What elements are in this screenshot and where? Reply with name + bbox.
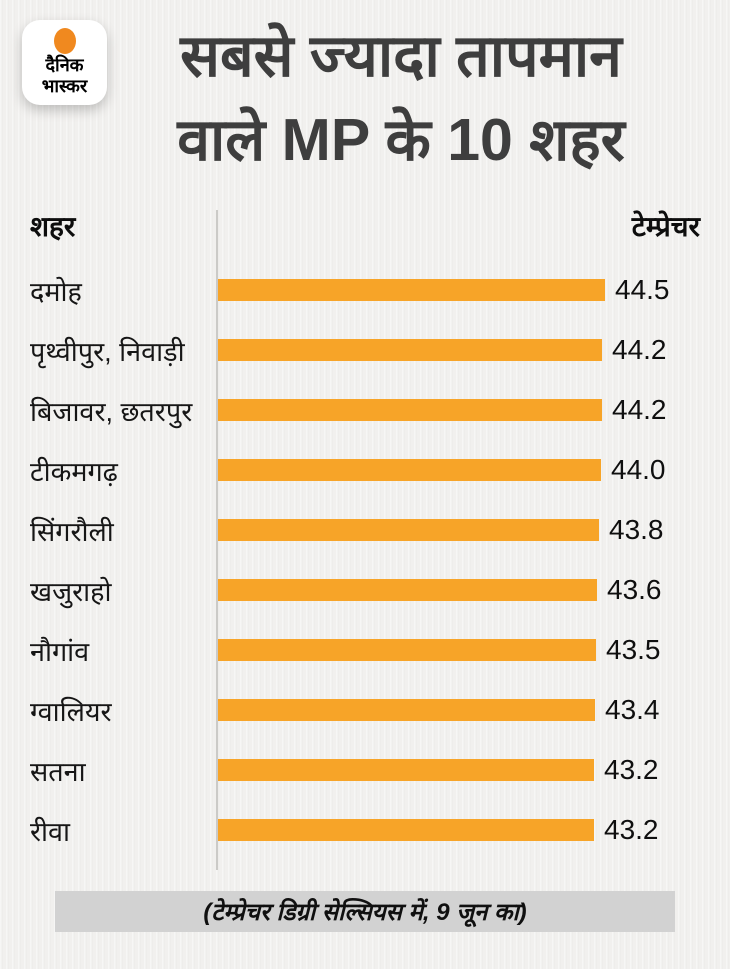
chart-row: बिजावर, छतरपुर 44.2 xyxy=(0,380,730,440)
temperature-value: 44.0 xyxy=(611,454,666,485)
logo-sun-icon xyxy=(53,28,76,54)
temperature-bar xyxy=(218,339,602,361)
chart-row: नौगांव 43.5 xyxy=(0,620,730,680)
logo-text-line1: दैनिक xyxy=(45,55,84,75)
city-label: रीवा xyxy=(30,816,71,847)
temperature-value: 44.2 xyxy=(612,394,667,425)
temperature-bar xyxy=(218,819,594,841)
city-label: दमोह xyxy=(30,276,82,307)
city-label: पृथ्वीपुर, निवाड़ी xyxy=(30,336,185,367)
axis-line xyxy=(216,210,218,870)
chart-row: ग्वालियर 43.4 xyxy=(0,680,730,740)
chart-row: खजुराहो 43.6 xyxy=(0,560,730,620)
temperature-value: 43.6 xyxy=(607,574,662,605)
temperature-bar xyxy=(218,459,601,481)
temperature-bar xyxy=(218,399,602,421)
chart-row: रीवा 43.2 xyxy=(0,800,730,860)
chart-row: सतना 43.2 xyxy=(0,740,730,800)
bar-chart: दमोह 44.5 पृथ्वीपुर, निवाड़ी 44.2 बिजावर, छत… xyxy=(0,260,730,860)
temperature-value: 43.2 xyxy=(604,754,659,785)
city-label: ग्वालियर xyxy=(30,696,112,727)
city-label: बिजावर, छतरपुर xyxy=(30,396,193,427)
chart-row: पृथ्वीपुर, निवाड़ी 44.2 xyxy=(0,320,730,380)
temperature-bar xyxy=(218,519,599,541)
temperature-bar xyxy=(218,579,597,601)
city-label: नौगांव xyxy=(30,636,90,667)
temperature-value: 44.2 xyxy=(612,334,667,365)
temperature-value: 43.8 xyxy=(609,514,664,545)
column-header-city: शहर xyxy=(30,211,76,242)
temperature-value: 43.2 xyxy=(604,814,659,845)
city-label: सिंगरौली xyxy=(30,516,114,547)
temperature-bar xyxy=(218,639,596,661)
footnote: (टेम्प्रेचर डिग्री सेल्सियस में, 9 जून क… xyxy=(55,891,675,932)
page-title-line2: वाले MP के 10 शहर xyxy=(177,107,625,173)
column-header-temperature: टेम्प्रेचर xyxy=(631,211,700,242)
page-title: सबसे ज्यादा तापमान वाले MP के 10 शहर xyxy=(118,14,684,182)
page-title-line1: सबसे ज्यादा तापमान xyxy=(180,23,622,89)
dainik-bhaskar-logo: दैनिक भास्कर xyxy=(22,20,107,105)
city-label: टीकमगढ़ xyxy=(30,456,118,487)
temperature-value: 44.5 xyxy=(615,274,670,305)
temperature-value: 43.5 xyxy=(606,634,661,665)
chart-row: दमोह 44.5 xyxy=(0,260,730,320)
temperature-bar xyxy=(218,759,594,781)
temperature-bar xyxy=(218,279,605,301)
chart-row: सिंगरौली 43.8 xyxy=(0,500,730,560)
temperature-bar xyxy=(218,699,595,721)
logo-text-line2: भास्कर xyxy=(41,76,88,96)
temperature-value: 43.4 xyxy=(605,694,660,725)
city-label: खजुराहो xyxy=(30,576,112,607)
chart-row: टीकमगढ़ 44.0 xyxy=(0,440,730,500)
city-label: सतना xyxy=(30,756,86,787)
